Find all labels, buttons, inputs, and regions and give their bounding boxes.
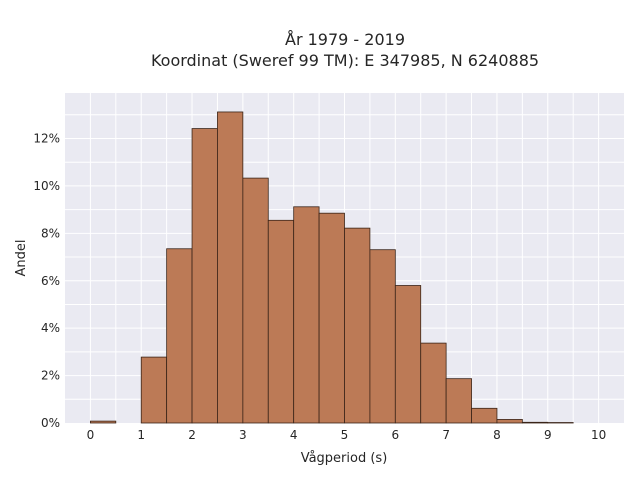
y-tick-label: 2% xyxy=(41,369,60,383)
histogram-bar xyxy=(521,421,549,424)
histogram-bar xyxy=(496,419,523,424)
x-tick-label: 3 xyxy=(239,428,247,442)
histogram-bar xyxy=(293,206,320,424)
histogram-bar xyxy=(369,249,396,424)
chart-title-line2: Koordinat (Sweref 99 TM): E 347985, N 62… xyxy=(151,51,539,70)
x-tick-label: 5 xyxy=(341,428,349,442)
histogram-bar xyxy=(318,212,345,424)
x-tick-label: 1 xyxy=(137,428,145,442)
x-tick-label: 7 xyxy=(442,428,450,442)
y-axis-label: Andel xyxy=(14,240,29,277)
x-tick-label: 8 xyxy=(493,428,501,442)
x-tick-label: 4 xyxy=(290,428,298,442)
histogram-bar xyxy=(140,356,168,424)
y-axis-ticks: 0% 2% 4% 6% 8% 10% 12% xyxy=(33,132,60,430)
chart-title-line1: År 1979 - 2019 xyxy=(285,30,405,49)
histogram-bar xyxy=(445,378,472,424)
y-tick-label: 12% xyxy=(33,132,60,146)
bars-group xyxy=(90,111,574,424)
histogram-bar xyxy=(420,342,447,424)
x-tick-label: 9 xyxy=(544,428,552,442)
histogram-bar xyxy=(166,248,193,424)
histogram-bar xyxy=(344,227,371,424)
x-axis-ticks: 0 1 2 3 4 5 6 7 8 9 10 xyxy=(87,428,607,442)
histogram-bar xyxy=(242,177,269,424)
y-tick-label: 4% xyxy=(41,321,60,335)
histogram-bar xyxy=(90,420,117,424)
y-tick-label: 0% xyxy=(41,416,60,430)
y-tick-label: 6% xyxy=(41,274,60,288)
histogram-bar xyxy=(394,285,422,424)
x-tick-label: 10 xyxy=(591,428,606,442)
x-tick-label: 0 xyxy=(87,428,95,442)
histogram-bar xyxy=(267,219,295,424)
y-tick-label: 10% xyxy=(33,179,60,193)
y-tick-label: 8% xyxy=(41,226,60,240)
histogram-bar xyxy=(191,128,218,424)
histogram-bar xyxy=(471,407,498,424)
x-axis-label: Vågperiod (s) xyxy=(301,451,388,466)
histogram-bar xyxy=(217,111,244,424)
x-tick-label: 6 xyxy=(391,428,399,442)
x-tick-label: 2 xyxy=(188,428,196,442)
